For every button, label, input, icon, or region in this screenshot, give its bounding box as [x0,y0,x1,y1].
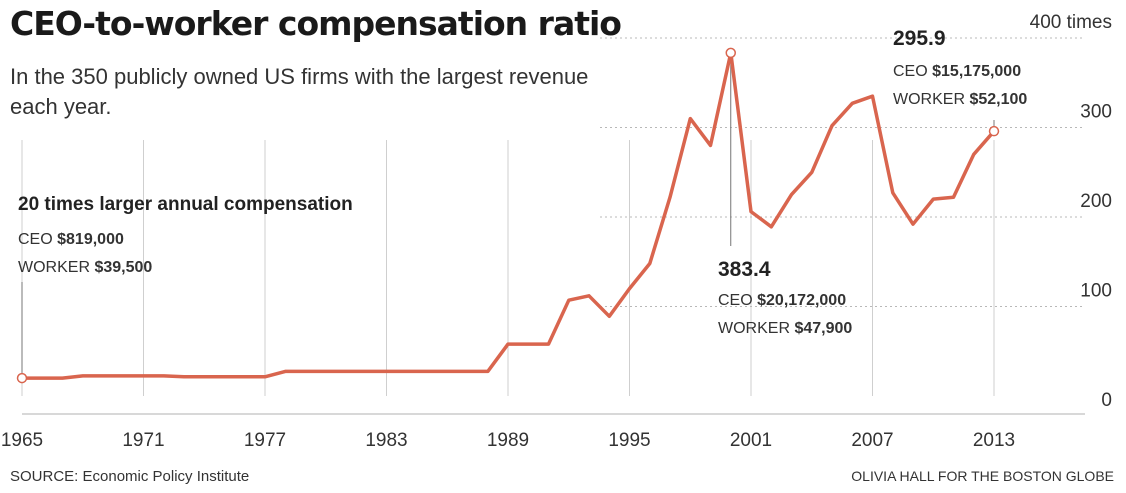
x-tick-label-2013: 2013 [973,430,1015,451]
x-tick-label-2007: 2007 [851,430,893,451]
chart-title: CEO-to-worker compensation ratio [10,4,622,43]
x-tick-label-1965: 1965 [1,430,43,451]
x-tick-label-1989: 1989 [487,430,529,451]
ratio-series-line [22,51,996,380]
annotation-2013-value: 295.9 [893,27,946,50]
annotation-2013-ceo: CEO $15,175,000 [893,63,1021,80]
annotation-2000-ceo: CEO $20,172,000 [718,292,846,309]
x-axis-ticks: 1965 1971 1977 1983 1989 1995 2001 2007 2013 [1,430,1015,451]
annotation-2000-worker: WORKER $47,900 [718,320,852,337]
y-tick-label-300: 300 [1080,102,1112,123]
vertical-gridlines [21,140,995,396]
annotation-2013: 295.9 CEO $15,175,000 WORKER $52,100 [893,27,1027,108]
annotation-2000: 383.4 CEO $20,172,000 WORKER $47,900 [718,258,852,337]
credit-note: OLIVIA HALL FOR THE BOSTON GLOBE [851,468,1114,484]
annotation-marker-1965 [16,372,28,384]
x-tick-label-2001: 2001 [730,430,772,451]
x-tick-label-1995: 1995 [608,430,650,451]
annotation-2000-value: 383.4 [718,258,771,281]
y-tick-label-100: 100 [1080,281,1112,302]
x-tick-label-1971: 1971 [122,430,164,451]
y-axis-ticks: 0 100 200 300 400 times [1030,12,1112,411]
annotation-marker-2000 [725,47,736,59]
x-tick-label-1977: 1977 [244,430,286,451]
source-note: SOURCE: Economic Policy Institute [10,468,250,485]
annotation-1965-ceo: CEO $819,000 [18,231,124,248]
annotation-1965-worker: WORKER $39,500 [18,259,152,276]
y-tick-label-200: 200 [1080,191,1112,212]
horizontal-gridlines [22,37,1085,415]
y-tick-label-400: 400 times [1030,12,1112,33]
x-tick-label-1983: 1983 [365,430,407,451]
annotation-1965: 20 times larger annual compensation CEO … [18,194,353,276]
annotation-marker-2013 [988,125,1000,137]
chart-subtitle: In the 350 publicly owned US firms with … [10,64,589,119]
annotation-markers [16,47,1000,384]
y-tick-label-0: 0 [1101,390,1112,411]
annotation-2013-worker: WORKER $52,100 [893,91,1027,108]
annotation-1965-headline: 20 times larger annual compensation [18,194,353,215]
